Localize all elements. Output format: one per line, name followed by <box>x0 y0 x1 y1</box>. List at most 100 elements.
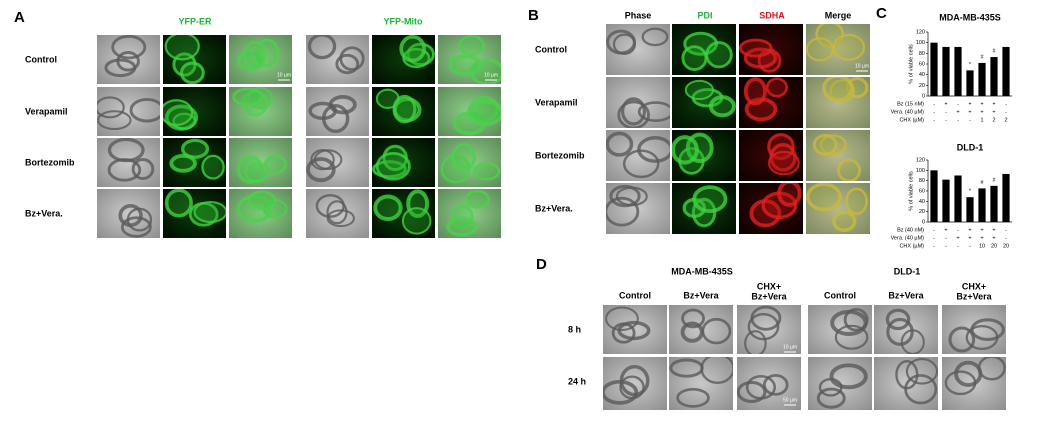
cell <box>812 133 838 156</box>
cells <box>446 189 490 237</box>
y-tick-label: 60 <box>919 61 925 67</box>
cell <box>392 94 417 124</box>
y-tick-label: 80 <box>919 178 925 184</box>
cell <box>193 200 226 224</box>
cell <box>619 375 645 400</box>
cell <box>179 61 205 84</box>
cell <box>243 41 267 70</box>
scale-bar-label: 10 µm <box>277 72 291 78</box>
bar <box>930 42 938 96</box>
panel-label: B <box>528 7 539 24</box>
cell <box>328 94 357 115</box>
cells <box>306 149 343 183</box>
micrograph <box>163 189 226 238</box>
cells <box>118 204 153 238</box>
micrograph <box>438 138 501 187</box>
cells <box>743 77 788 122</box>
condition-value: + <box>980 109 983 115</box>
micrograph <box>806 24 870 75</box>
cells <box>737 373 789 404</box>
condition-value: - <box>957 117 959 123</box>
cell <box>622 149 660 179</box>
micrograph <box>372 138 435 187</box>
row-label: Control <box>535 44 567 54</box>
cells <box>806 24 866 62</box>
bar <box>954 46 962 96</box>
cells <box>308 94 357 134</box>
column-header: CHX+ <box>962 281 986 291</box>
cell <box>247 190 277 211</box>
y-axis-label: % of viable cells <box>908 44 914 84</box>
condition-value: 1 <box>980 117 983 123</box>
y-tick-label: 20 <box>919 209 925 215</box>
micrograph <box>97 189 160 238</box>
cells <box>236 190 288 223</box>
cells <box>452 95 501 136</box>
cells <box>830 307 869 350</box>
column-header: Bz+Vera <box>683 290 719 300</box>
cell <box>767 150 800 176</box>
cell <box>326 209 355 228</box>
cell <box>970 318 1005 342</box>
micrograph <box>669 305 733 354</box>
column-header: YFP-ER <box>178 16 212 26</box>
condition-label: CHX (µM) <box>899 243 924 249</box>
micrograph <box>603 357 667 410</box>
bar-annotation: # <box>980 180 984 186</box>
condition-value: - <box>1005 235 1007 241</box>
cells <box>605 306 651 344</box>
cells <box>107 138 155 182</box>
cells <box>744 305 782 354</box>
column-header: Control <box>619 290 651 300</box>
cells <box>749 183 802 228</box>
scale-bar-label: 50 µm <box>783 397 797 403</box>
cell <box>606 196 640 227</box>
cell <box>306 157 336 183</box>
cell <box>232 87 264 107</box>
scale-bar-label: 10 µm <box>783 344 797 350</box>
cell <box>163 99 194 127</box>
condition-value: + <box>980 101 983 107</box>
bar <box>966 197 974 222</box>
y-tick-label: 0 <box>922 219 925 225</box>
cell <box>895 359 919 390</box>
cells <box>816 363 868 409</box>
micrograph <box>606 24 670 75</box>
chart-title: MDA-MB-435S <box>939 12 1001 22</box>
micrograph <box>438 35 501 84</box>
cell <box>169 153 197 173</box>
micrograph <box>808 305 872 354</box>
micrograph <box>229 87 292 136</box>
group-title: DLD-1 <box>894 266 921 276</box>
column-header: YFP-Mito <box>384 16 423 26</box>
cell <box>307 35 337 60</box>
row-label: Bortezomib <box>535 150 585 160</box>
condition-value: - <box>1005 227 1007 233</box>
cell <box>905 358 938 385</box>
condition-label: Bz (40 nM) <box>897 227 924 233</box>
cell <box>335 53 360 75</box>
micrograph <box>672 77 736 128</box>
cell <box>637 136 670 163</box>
cell <box>739 38 773 58</box>
micrograph <box>229 189 292 238</box>
micrograph <box>874 357 938 410</box>
cells <box>448 35 501 84</box>
condition-value: 20 <box>991 243 997 249</box>
cell <box>373 194 403 222</box>
cell <box>777 183 802 207</box>
column-header: SDHA <box>759 10 785 20</box>
cell <box>104 58 137 78</box>
column-header: Bz+Vera <box>888 290 924 300</box>
condition-value: + <box>944 227 947 233</box>
chart-title: DLD-1 <box>957 142 984 152</box>
cells <box>372 144 411 181</box>
condition-value: - <box>969 117 971 123</box>
cell <box>326 200 348 225</box>
cell <box>830 309 868 336</box>
cell <box>684 79 714 101</box>
condition-value: + <box>992 227 995 233</box>
cells <box>617 97 670 128</box>
cells <box>606 184 648 227</box>
